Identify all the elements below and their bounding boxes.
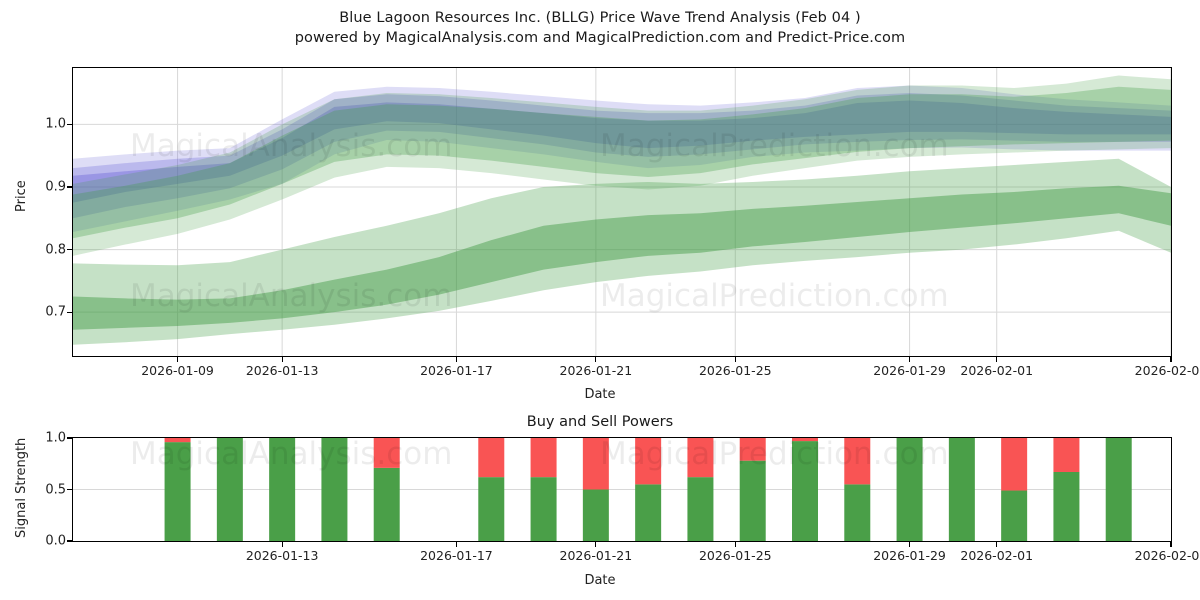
x-tick-mark-date-bars [1170,542,1172,547]
buy-sell-powers-plot-area [72,437,1172,542]
buy-sell-powers-title: Buy and Sell Powers [526,414,674,430]
x-tick-label-date-bars: 2026-01-13 [245,548,319,563]
x-tick-label-date-bars: 2026-01-25 [698,548,772,563]
x-tick-mark-date-main [1170,357,1172,362]
y-tick-label-price: 0.8 [45,242,66,258]
x-tick-mark-date-main [455,357,458,362]
x-tick-mark-date-bars [734,542,736,547]
y-tick-label-price: 0.7 [45,304,66,320]
price-wave-svg [73,68,1171,356]
y-tick-label-signal: 0.0 [45,533,66,549]
x-tick-label-date-main: 2026-02-05 [1134,363,1200,378]
x-tick-label-date-main: 2026-01-21 [559,363,633,378]
x-tick-label-date-main: 2026-01-17 [420,363,493,378]
y-tick-mark-price [67,248,72,251]
y-tick-mark-price [67,186,72,188]
x-tick-mark-date-bars [908,542,911,547]
x-tick-mark-date-main [281,357,283,362]
x-tick-label-date-main: 2026-01-25 [698,363,772,378]
x-tick-label-date-main: 2026-01-09 [141,363,214,378]
x-tick-mark-date-main [176,357,179,362]
x-tick-mark-date-bars [996,542,998,547]
title-line-2: powered by MagicalAnalysis.com and Magic… [294,30,906,46]
x-axis-label-date-bars: Date [584,573,616,588]
x-tick-mark-date-main [908,357,911,362]
y-axis-label-price: Price [14,180,29,212]
y-tick-mark-price [67,123,72,125]
y-tick-label-price: 0.9 [45,179,66,195]
y-tick-label-signal: 0.5 [45,482,66,497]
x-tick-mark-date-main [734,357,736,362]
x-tick-label-date-bars: 2026-01-17 [420,548,493,563]
y-tick-label-price: 1.0 [45,116,66,132]
y-tick-mark-signal [67,437,72,439]
x-tick-label-date-main: 2026-01-13 [245,363,319,378]
x-axis-label-date-main: Date [584,387,616,402]
x-tick-label-date-main: 2026-01-29 [873,363,946,378]
x-tick-mark-date-main [595,357,597,362]
page-title: Blue Lagoon Resources Inc. (BLLG) Price … [0,8,1200,48]
y-tick-label-signal: 1.0 [45,430,66,446]
x-tick-label-date-main: 2026-02-01 [960,363,1034,378]
y-tick-mark-signal [67,540,72,542]
x-tick-label-date-bars: 2026-02-05 [1134,548,1200,563]
x-tick-mark-date-main [996,357,998,362]
x-tick-label-date-bars: 2026-01-21 [559,548,633,563]
price-wave-chart-plot-area [72,67,1172,357]
x-tick-mark-date-bars [281,542,283,547]
x-tick-label-date-bars: 2026-01-29 [873,548,946,563]
y-tick-mark-price [67,311,72,313]
x-tick-mark-date-bars [455,542,458,547]
title-line-1: Blue Lagoon Resources Inc. (BLLG) Price … [339,10,861,26]
y-tick-mark-signal [67,488,72,491]
x-tick-label-date-bars: 2026-02-01 [960,548,1034,563]
buy-sell-powers-svg [73,438,1171,541]
x-tick-mark-date-bars [595,542,597,547]
